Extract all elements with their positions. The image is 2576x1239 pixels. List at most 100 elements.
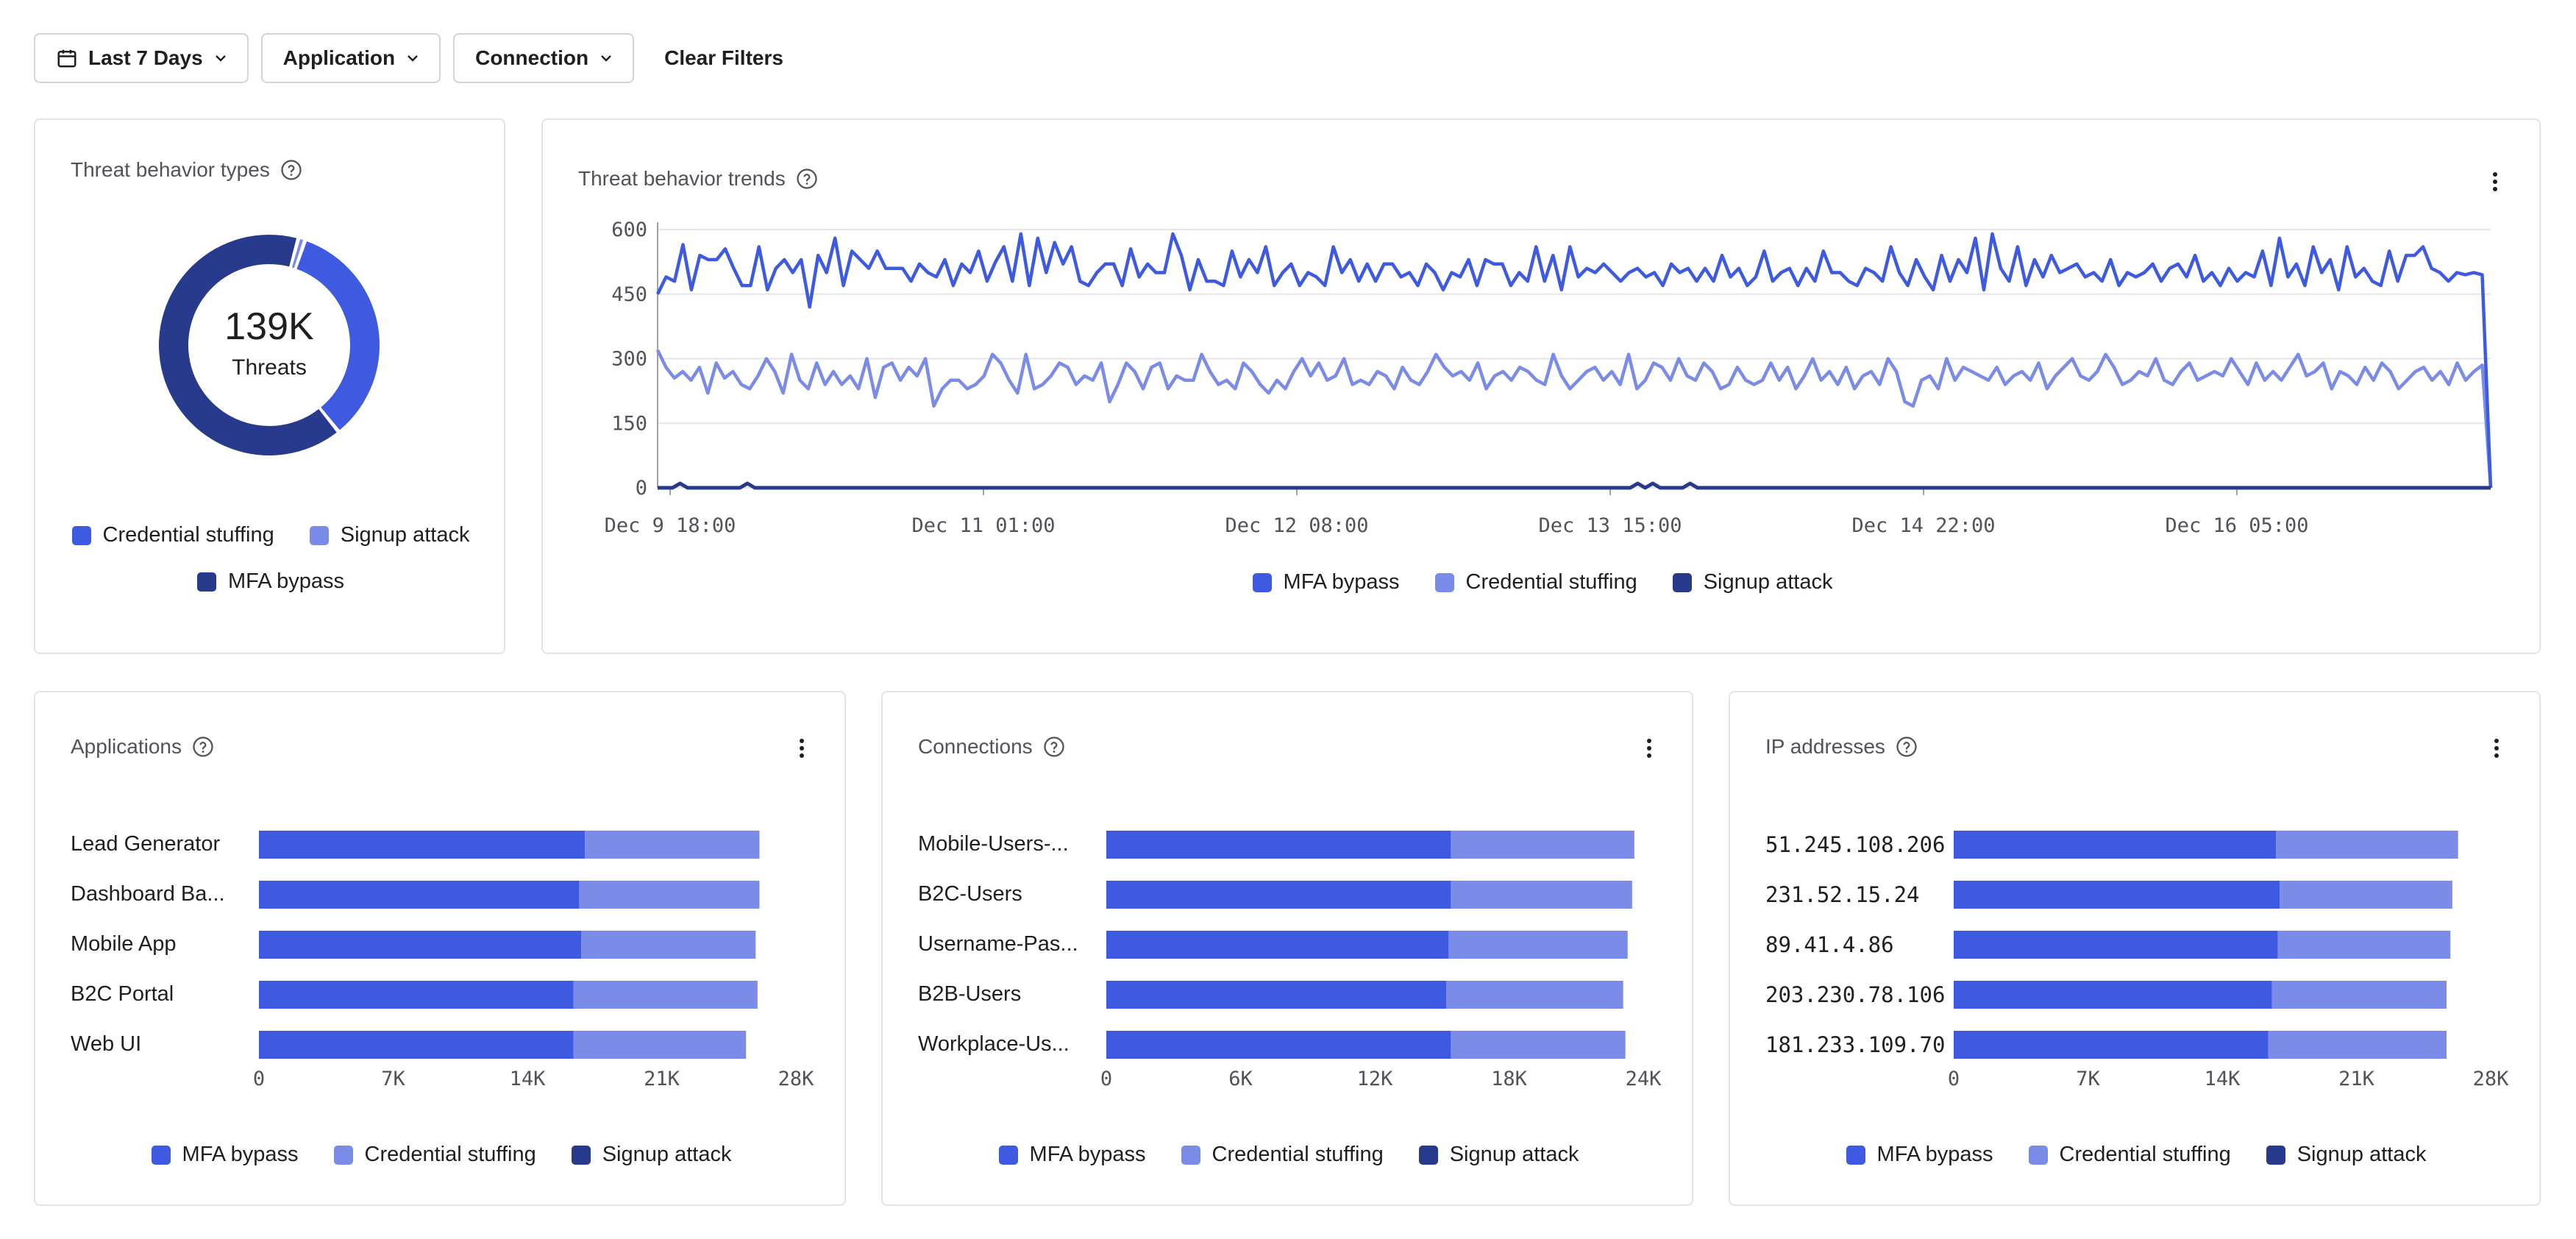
bar-category-label: Workplace-Us... bbox=[918, 1032, 1070, 1056]
bar-segment-mfa-bypass[interactable] bbox=[259, 931, 581, 959]
bar-segment-mfa-bypass[interactable] bbox=[1954, 981, 2272, 1009]
bar-segment-credential-stuffing[interactable] bbox=[1446, 981, 1623, 1009]
chevron-down-icon bbox=[215, 55, 226, 62]
bar-segment-mfa-bypass[interactable] bbox=[1954, 931, 2278, 959]
application-filter-label: Application bbox=[282, 46, 396, 69]
donut-slice-mfa-bypass[interactable] bbox=[158, 234, 337, 455]
bar-segment-mfa-bypass[interactable] bbox=[1106, 931, 1449, 959]
x-tick-label: 0 bbox=[253, 1068, 265, 1090]
legend-mfa-bypass[interactable]: MFA bypass bbox=[1846, 1143, 1993, 1167]
bar-segment-credential-stuffing[interactable] bbox=[585, 831, 760, 859]
legend-mfa-bypass[interactable]: MFA bypass bbox=[151, 1143, 299, 1167]
bar-segment-credential-stuffing[interactable] bbox=[573, 1031, 747, 1059]
bar-category-label: Dashboard Ba... bbox=[71, 882, 225, 906]
bar-segment-mfa-bypass[interactable] bbox=[1106, 831, 1451, 859]
applications-card: Applications Lead Generator Dashboard Ba.… bbox=[34, 691, 846, 1206]
y-tick-label: 600 bbox=[611, 219, 647, 241]
legend-credential-stuffing[interactable]: Credential stuffing bbox=[333, 1143, 536, 1167]
x-tick-label: 21K bbox=[2338, 1068, 2375, 1090]
x-tick-label: 28K bbox=[778, 1068, 815, 1090]
threat-trends-line-chart: 0 150 300 450 600 Dec 9 18:00 Dec 11 01:00 Dec… bbox=[605, 219, 2493, 537]
bar-segment-mfa-bypass[interactable] bbox=[1954, 831, 2276, 859]
bar-segment-credential-stuffing[interactable] bbox=[1451, 831, 1634, 859]
bar-segment-credential-stuffing[interactable] bbox=[1451, 881, 1632, 909]
bar-chart-svg: 0 7K 14K 21K 28K bbox=[1948, 831, 2509, 1090]
x-tick-label: Dec 12 08:00 bbox=[1225, 514, 1368, 537]
legend-mfa-bypass[interactable]: MFA bypass bbox=[197, 569, 344, 594]
legend-signup-attack[interactable]: Signup attack bbox=[1418, 1143, 1579, 1167]
legend-credential-stuffing[interactable]: Credential stuffing bbox=[71, 523, 274, 547]
y-tick-label: 150 bbox=[611, 412, 647, 435]
more-vertical-icon[interactable] bbox=[1634, 734, 1664, 763]
x-tick-label: 18K bbox=[1491, 1068, 1528, 1090]
bar-segment-credential-stuffing[interactable] bbox=[581, 931, 756, 959]
bar-segment-credential-stuffing[interactable] bbox=[2280, 881, 2452, 909]
more-vertical-icon[interactable] bbox=[2482, 734, 2511, 763]
bar-segment-mfa-bypass[interactable] bbox=[259, 1031, 574, 1059]
bar-segment-credential-stuffing[interactable] bbox=[573, 981, 758, 1009]
help-circle-icon[interactable] bbox=[796, 168, 818, 190]
series-line-credential-stuffing[interactable] bbox=[655, 349, 2493, 489]
donut-caption: Threats bbox=[232, 355, 307, 380]
legend-signup-attack[interactable]: Signup attack bbox=[1672, 570, 1832, 594]
bar-segment-mfa-bypass[interactable] bbox=[1106, 1031, 1451, 1059]
legend-swatch bbox=[2266, 1145, 2285, 1165]
application-filter[interactable]: Application bbox=[260, 33, 441, 83]
bar-segment-credential-stuffing[interactable] bbox=[2271, 981, 2447, 1009]
calendar-icon bbox=[57, 49, 77, 68]
connections-legend: MFA bypass Credential stuffing Signup at… bbox=[883, 1143, 1695, 1167]
help-circle-icon[interactable] bbox=[1043, 736, 1065, 758]
bar-segment-credential-stuffing[interactable] bbox=[579, 881, 760, 909]
connection-filter[interactable]: Connection bbox=[453, 33, 635, 83]
more-vertical-icon[interactable] bbox=[2480, 167, 2510, 196]
bar-segment-mfa-bypass[interactable] bbox=[1954, 1031, 2269, 1059]
legend-label: Credential stuffing bbox=[1465, 570, 1637, 594]
legend-label: Credential stuffing bbox=[364, 1143, 536, 1166]
legend-signup-attack[interactable]: Signup attack bbox=[309, 523, 470, 547]
legend-swatch bbox=[1672, 572, 1692, 592]
bar-segment-mfa-bypass[interactable] bbox=[1106, 981, 1447, 1009]
clear-filters-button[interactable]: Clear Filters bbox=[664, 46, 783, 69]
x-tick-label: 7K bbox=[381, 1068, 405, 1090]
legend-label: MFA bypass bbox=[228, 569, 344, 593]
bar-segment-credential-stuffing[interactable] bbox=[2276, 831, 2458, 859]
legend-credential-stuffing[interactable]: Credential stuffing bbox=[1434, 570, 1637, 594]
legend-label: MFA bypass bbox=[182, 1143, 299, 1166]
connections-title: Connections bbox=[918, 735, 1065, 759]
chevron-down-icon bbox=[408, 55, 418, 62]
bar-segment-credential-stuffing[interactable] bbox=[1448, 931, 1628, 959]
legend-signup-attack[interactable]: Signup attack bbox=[2266, 1143, 2426, 1167]
legend-mfa-bypass[interactable]: MFA bypass bbox=[1252, 570, 1400, 594]
legend-swatch bbox=[1418, 1145, 1438, 1165]
legend-label: Signup attack bbox=[1449, 1143, 1579, 1166]
bar-segment-mfa-bypass[interactable] bbox=[1106, 881, 1451, 909]
series-line-signup-attack[interactable] bbox=[658, 481, 2491, 490]
help-circle-icon[interactable] bbox=[280, 159, 302, 181]
bar-category-label: Web UI bbox=[71, 1032, 142, 1056]
more-vertical-icon[interactable] bbox=[787, 734, 816, 763]
legend-swatch bbox=[998, 1145, 1018, 1165]
legend-signup-attack[interactable]: Signup attack bbox=[571, 1143, 732, 1167]
y-tick-label: 300 bbox=[611, 348, 647, 371]
legend-mfa-bypass[interactable]: MFA bypass bbox=[998, 1143, 1146, 1167]
bar-segment-mfa-bypass[interactable] bbox=[259, 881, 580, 909]
date-range-filter[interactable]: Last 7 Days bbox=[34, 33, 249, 83]
bar-segment-mfa-bypass[interactable] bbox=[259, 831, 586, 859]
donut-slice-credential-stuffing[interactable] bbox=[296, 241, 380, 430]
legend-label: Signup attack bbox=[602, 1143, 732, 1166]
x-tick-label: 24K bbox=[1626, 1068, 1662, 1090]
bar-segment-mfa-bypass[interactable] bbox=[259, 981, 574, 1009]
help-circle-icon[interactable] bbox=[1896, 736, 1918, 758]
legend-credential-stuffing[interactable]: Credential stuffing bbox=[1181, 1143, 1384, 1167]
bar-segment-mfa-bypass[interactable] bbox=[1954, 881, 2280, 909]
bar-segment-credential-stuffing[interactable] bbox=[1451, 1031, 1626, 1059]
help-circle-icon[interactable] bbox=[192, 736, 214, 758]
bar-segment-credential-stuffing[interactable] bbox=[2277, 931, 2451, 959]
bar-chart-svg: 0 7K 14K 21K 28K bbox=[253, 831, 815, 1090]
legend-label: Signup attack bbox=[340, 523, 470, 547]
legend-credential-stuffing[interactable]: Credential stuffing bbox=[2028, 1143, 2231, 1167]
series-line-mfa-bypass[interactable] bbox=[655, 232, 2493, 489]
donut-slice-signup-attack[interactable] bbox=[291, 239, 304, 269]
legend-label: MFA bypass bbox=[1029, 1143, 1146, 1166]
bar-segment-credential-stuffing[interactable] bbox=[2268, 1031, 2447, 1059]
